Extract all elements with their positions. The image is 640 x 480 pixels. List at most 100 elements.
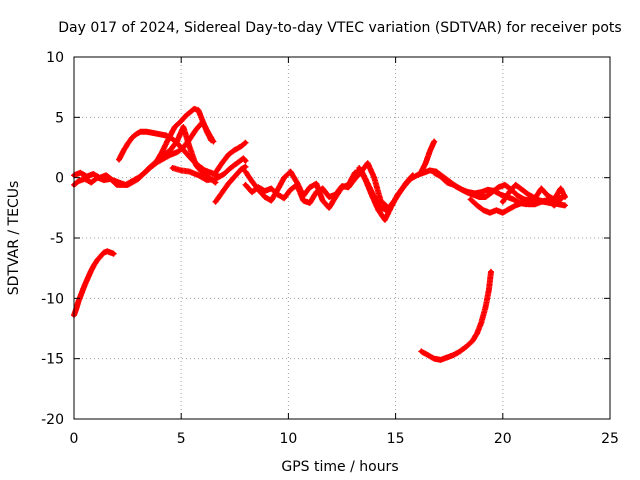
data-point (507, 206, 512, 212)
data-point (488, 269, 494, 274)
y-tick-label: -10 (41, 291, 64, 307)
data-point (365, 161, 370, 166)
data-point (419, 169, 424, 174)
data-point (444, 355, 450, 360)
data-point (464, 189, 469, 195)
data-point (483, 194, 488, 200)
data-point (125, 182, 130, 188)
data-point (352, 176, 358, 182)
data-point (474, 203, 480, 208)
data-point (239, 167, 244, 172)
data-point (73, 307, 79, 312)
data-point (326, 194, 332, 200)
series-track-b (116, 128, 221, 179)
data-point (219, 161, 225, 166)
data-point (552, 197, 557, 202)
y-tick-label: -20 (41, 412, 64, 428)
data-point (213, 170, 218, 175)
data-point (79, 291, 84, 296)
data-point (427, 168, 433, 173)
data-point (204, 177, 210, 183)
data-point (82, 282, 87, 288)
y-axis-label: SDTVAR / TECUs (6, 181, 22, 296)
data-point (320, 198, 325, 203)
data-point (217, 193, 222, 198)
data-point (200, 118, 205, 124)
data-point (402, 183, 407, 189)
data-point (333, 192, 338, 197)
data-point (539, 199, 544, 204)
data-point (111, 251, 116, 256)
data-point (487, 210, 493, 215)
data-point (166, 136, 171, 142)
data-point (507, 189, 512, 195)
data-point (457, 349, 463, 354)
data-point (187, 145, 192, 150)
data-point (95, 175, 100, 180)
data-point (532, 196, 538, 201)
data-point (213, 199, 218, 204)
data-point (194, 127, 199, 132)
data-point (408, 176, 413, 182)
data-point (496, 185, 501, 190)
data-point (438, 174, 443, 179)
data-point (269, 198, 274, 203)
data-point (95, 257, 100, 262)
data-point (89, 180, 94, 185)
x-tick-label: 15 (387, 431, 405, 447)
data-point (138, 129, 143, 134)
data-point (451, 182, 456, 188)
data-point (552, 203, 557, 208)
data-point (532, 202, 538, 207)
data-point (483, 304, 488, 309)
chart-title: Day 017 of 2024, Sidereal Day-to-day VTE… (58, 20, 621, 36)
series-track-g (212, 139, 249, 176)
data-point (174, 139, 180, 144)
data-point (170, 165, 175, 171)
y-tick-label: 5 (55, 110, 64, 126)
data-point (200, 170, 205, 175)
data-point (369, 193, 375, 198)
data-point (451, 352, 456, 358)
data-point (234, 161, 240, 166)
data-series (71, 105, 568, 363)
data-point (477, 194, 482, 200)
data-point (262, 194, 267, 200)
data-point (474, 331, 480, 336)
data-point (151, 130, 156, 136)
data-point (438, 357, 443, 363)
data-point (179, 168, 184, 173)
y-tick-label: -5 (50, 231, 64, 247)
data-point (494, 208, 499, 213)
data-point (114, 182, 120, 188)
data-point (243, 158, 248, 163)
data-point (194, 163, 199, 168)
data-point (481, 208, 486, 213)
data-point (414, 173, 420, 178)
data-point (89, 268, 94, 273)
data-point (294, 182, 300, 188)
series-track-n (499, 181, 568, 205)
data-point (558, 186, 563, 191)
x-tick-label: 25 (601, 431, 619, 447)
data-point (357, 165, 362, 171)
data-point (92, 262, 97, 267)
data-point (134, 132, 139, 137)
data-point (85, 275, 91, 280)
data-point (183, 113, 188, 119)
data-point (500, 210, 505, 215)
data-point (269, 186, 274, 191)
x-tick-label: 20 (494, 431, 512, 447)
data-point (230, 176, 235, 182)
data-point (136, 176, 141, 182)
axis-ticks (73, 56, 611, 420)
x-tick-label: 0 (70, 431, 79, 447)
data-point (204, 129, 210, 134)
data-point (125, 141, 130, 147)
data-point (275, 192, 280, 197)
series-track-d (71, 124, 219, 188)
data-point (82, 176, 87, 182)
data-point (146, 165, 152, 171)
